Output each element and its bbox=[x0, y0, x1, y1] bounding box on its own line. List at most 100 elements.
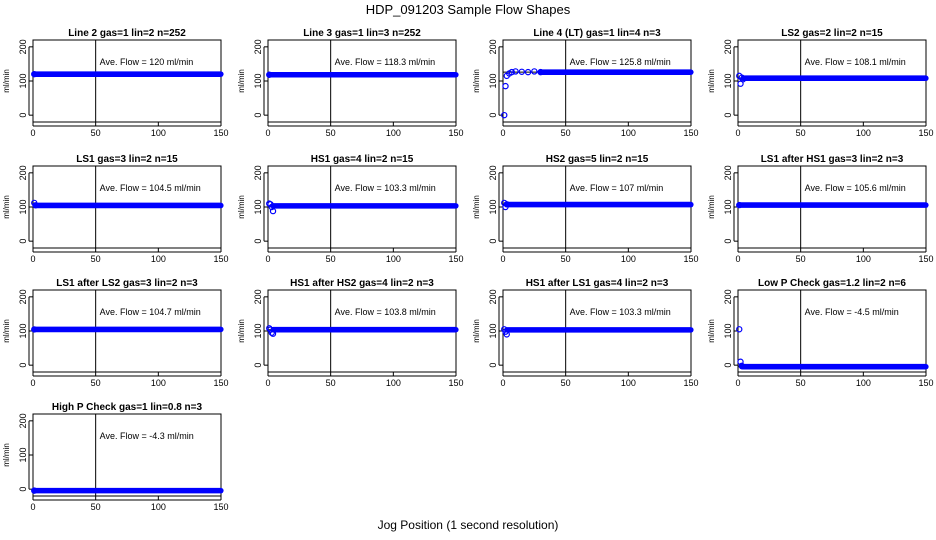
x-tick-label: 150 bbox=[448, 254, 463, 264]
data-point-run bbox=[266, 71, 459, 78]
x-axis-title: Jog Position (1 second resolution) bbox=[377, 518, 559, 532]
y-tick-label: 100 bbox=[18, 447, 28, 462]
x-tick-label: 0 bbox=[265, 378, 270, 388]
x-tick-label: 50 bbox=[91, 254, 101, 264]
data-point bbox=[736, 326, 743, 333]
y-tick-label: 200 bbox=[253, 39, 263, 54]
x-tick-label: 0 bbox=[30, 254, 35, 264]
y-tick-label: 100 bbox=[488, 73, 498, 88]
chart-panel-6: HS1 gas=4 lin=2 n=15 0 100 200 ml/min 0 50 100 1… bbox=[237, 154, 464, 264]
y-axis-label: ml/min bbox=[707, 319, 716, 343]
plot-frame bbox=[32, 39, 222, 123]
y-tick-label: 100 bbox=[723, 73, 733, 88]
panel-title: Line 2 gas=1 lin=2 n=252 bbox=[68, 28, 186, 39]
y-axis-label: ml/min bbox=[472, 319, 481, 343]
y-tick-label: 200 bbox=[723, 39, 733, 54]
x-tick-label: 0 bbox=[265, 254, 270, 264]
y-tick-label: 200 bbox=[488, 165, 498, 180]
y-tick-label: 200 bbox=[18, 289, 28, 304]
y-tick-label: 100 bbox=[253, 323, 263, 338]
x-tick-label: 50 bbox=[91, 378, 101, 388]
x-tick-label: 100 bbox=[386, 128, 401, 138]
average-flow-annotation: Ave. Flow = 104.5 ml/min bbox=[100, 183, 201, 193]
average-flow-annotation: Ave. Flow = 120 ml/min bbox=[100, 57, 194, 67]
x-tick-label: 50 bbox=[796, 128, 806, 138]
x-tick-label: 150 bbox=[683, 378, 698, 388]
chart-panel-12: Low P Check gas=1.2 lin=2 n=6 0 100 200 ml/m… bbox=[707, 278, 934, 388]
x-tick-label: 100 bbox=[856, 128, 871, 138]
y-tick-label: 0 bbox=[723, 363, 733, 368]
data-point-run bbox=[32, 202, 224, 209]
y-tick-label: 0 bbox=[18, 487, 28, 492]
page-title: HDP_091203 Sample Flow Shapes bbox=[365, 2, 571, 17]
x-tick-label: 150 bbox=[918, 128, 933, 138]
panel-title: Low P Check gas=1.2 lin=2 n=6 bbox=[758, 278, 906, 289]
x-tick-label: 150 bbox=[683, 254, 698, 264]
y-tick-label: 100 bbox=[253, 199, 263, 214]
x-tick-label: 50 bbox=[91, 502, 101, 512]
y-axis-label: ml/min bbox=[237, 195, 246, 219]
x-tick-label: 100 bbox=[151, 502, 166, 512]
x-tick-label: 100 bbox=[621, 378, 636, 388]
panel-title: LS1 after HS1 gas=3 lin=2 n=3 bbox=[761, 154, 904, 165]
chart-panel-7: HS2 gas=5 lin=2 n=15 0 100 200 ml/min 0 50 100 1… bbox=[472, 154, 699, 264]
x-tick-label: 50 bbox=[796, 254, 806, 264]
panel-title: HS1 gas=4 lin=2 n=15 bbox=[311, 154, 414, 165]
y-tick-label: 200 bbox=[723, 165, 733, 180]
x-tick-label: 100 bbox=[856, 378, 871, 388]
x-tick-label: 0 bbox=[30, 502, 35, 512]
average-flow-annotation: Ave. Flow = -4.3 ml/min bbox=[100, 431, 194, 441]
data-point-run bbox=[538, 69, 694, 75]
y-tick-label: 200 bbox=[253, 165, 263, 180]
x-tick-label: 150 bbox=[448, 378, 463, 388]
panel-title: Line 3 gas=1 lin=3 n=252 bbox=[303, 28, 421, 39]
data-point bbox=[518, 68, 526, 75]
y-axis-label: ml/min bbox=[472, 195, 481, 219]
x-tick-label: 100 bbox=[621, 128, 636, 138]
y-tick-label: 100 bbox=[18, 199, 28, 214]
y-tick-label: 200 bbox=[253, 289, 263, 304]
data-point-run bbox=[270, 203, 459, 209]
chart-panel-2: Line 3 gas=1 lin=3 n=252 0 100 200 ml/min 0 50… bbox=[237, 28, 464, 138]
y-tick-label: 200 bbox=[488, 289, 498, 304]
y-axis-label: ml/min bbox=[237, 69, 246, 93]
chart-panel-4: LS2 gas=2 lin=2 n=15 0 100 200 ml/min 0 50 100 1… bbox=[707, 28, 934, 138]
x-tick-label: 100 bbox=[856, 254, 871, 264]
x-tick-label: 100 bbox=[151, 378, 166, 388]
x-tick-label: 0 bbox=[30, 128, 35, 138]
x-tick-label: 150 bbox=[213, 502, 228, 512]
y-tick-label: 200 bbox=[723, 289, 733, 304]
average-flow-annotation: Ave. Flow = 103.3 ml/min bbox=[335, 183, 436, 193]
x-tick-label: 150 bbox=[448, 128, 463, 138]
x-tick-label: 100 bbox=[621, 254, 636, 264]
y-tick-label: 0 bbox=[488, 239, 498, 244]
y-axis-label: ml/min bbox=[2, 443, 11, 467]
y-tick-label: 100 bbox=[18, 323, 28, 338]
data-point bbox=[508, 68, 515, 76]
x-tick-label: 0 bbox=[30, 378, 35, 388]
x-tick-label: 50 bbox=[796, 378, 806, 388]
x-tick-label: 150 bbox=[683, 128, 698, 138]
y-axis-label: ml/min bbox=[2, 319, 11, 343]
y-tick-label: 0 bbox=[488, 363, 498, 368]
data-point bbox=[512, 68, 519, 75]
x-tick-label: 100 bbox=[386, 378, 401, 388]
data-point bbox=[524, 68, 532, 76]
y-tick-label: 200 bbox=[488, 39, 498, 54]
x-tick-label: 100 bbox=[151, 254, 166, 264]
y-axis-label: ml/min bbox=[237, 319, 246, 343]
y-tick-label: 0 bbox=[723, 113, 733, 118]
x-tick-label: 0 bbox=[500, 128, 505, 138]
panel-title: High P Check gas=1 lin=0.8 n=3 bbox=[52, 402, 203, 413]
chart-panel-5: LS1 gas=3 lin=2 n=15 0 100 200 ml/min 0 50 100 1… bbox=[2, 154, 229, 264]
panel-title: Line 4 (LT) gas=1 lin=4 n=3 bbox=[533, 28, 661, 39]
y-tick-label: 0 bbox=[18, 363, 28, 368]
y-tick-label: 0 bbox=[18, 113, 28, 118]
x-tick-label: 50 bbox=[326, 128, 336, 138]
average-flow-annotation: Ave. Flow = 125.8 ml/min bbox=[570, 57, 671, 67]
x-tick-label: 50 bbox=[561, 128, 571, 138]
average-flow-annotation: Ave. Flow = 118.3 ml/min bbox=[335, 57, 435, 67]
y-tick-label: 200 bbox=[18, 413, 28, 428]
x-tick-label: 50 bbox=[91, 128, 101, 138]
